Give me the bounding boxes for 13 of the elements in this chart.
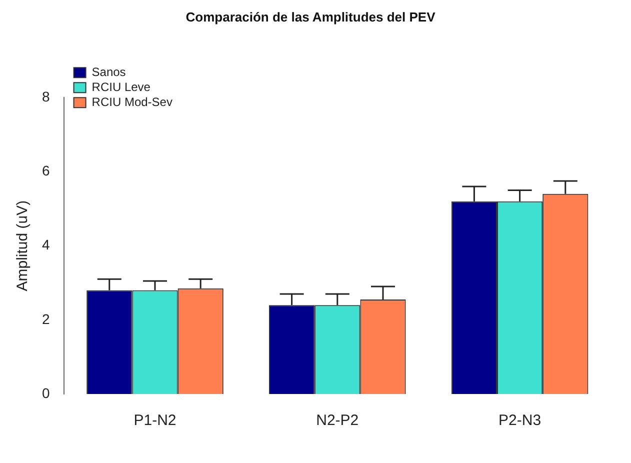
legend-label: RCIU Mod-Sev <box>92 94 172 109</box>
y-axis-title: Amplitud (uV) <box>14 200 32 292</box>
y-tick-label: 2 <box>42 310 50 327</box>
legend-label: Sanos <box>92 64 126 79</box>
x-tick-label: N2-P2 <box>316 412 359 430</box>
y-tick-label: 4 <box>42 236 50 253</box>
y-tick-label: 0 <box>42 384 50 401</box>
x-tick-label: P2-N3 <box>498 412 542 430</box>
x-tick-label: P1-N2 <box>134 412 176 430</box>
chart-title: Comparación de las Amplitudes del PEV <box>186 9 436 24</box>
y-tick-label: 8 <box>42 88 50 104</box>
y-tick-label: 6 <box>42 162 50 179</box>
legend-label: RCIU Leve <box>92 80 151 94</box>
